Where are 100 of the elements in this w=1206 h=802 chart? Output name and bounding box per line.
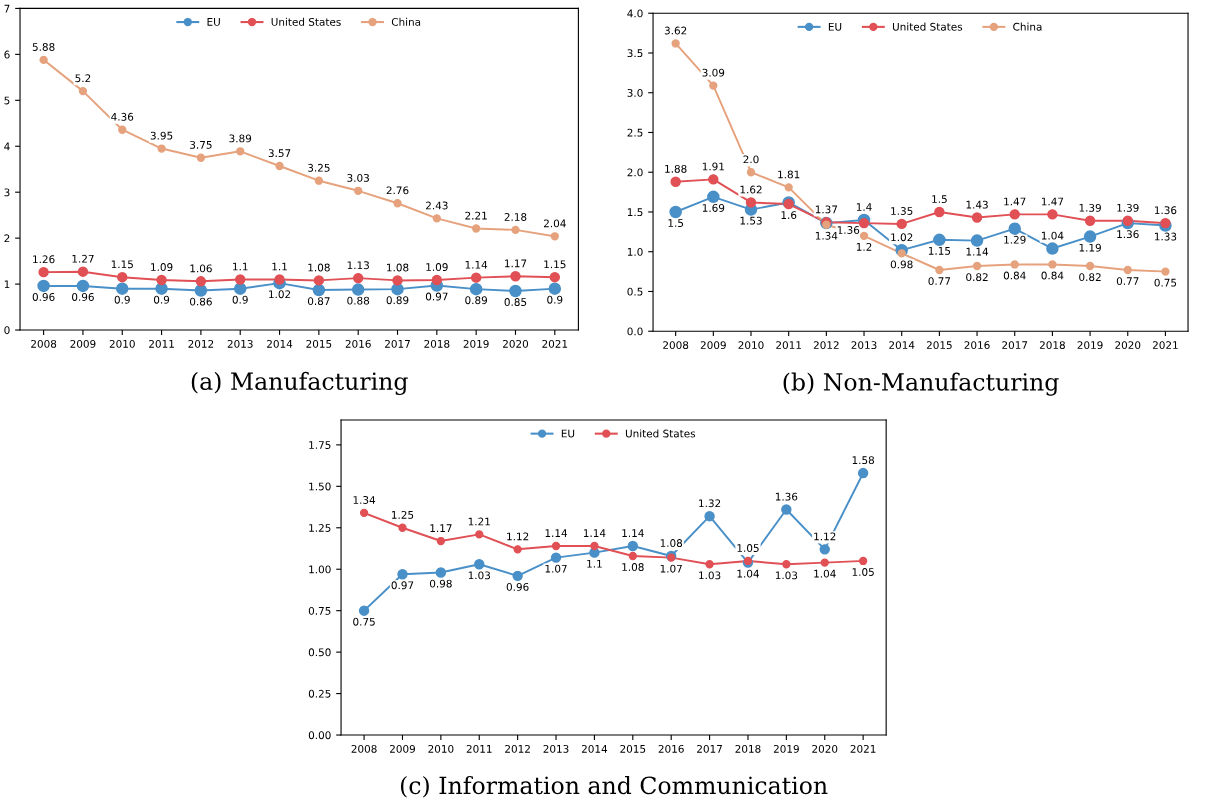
data-label: 0.77 xyxy=(928,277,951,286)
data-label: 0.9 xyxy=(153,295,170,304)
data-label: 1.81 xyxy=(778,170,800,179)
data-label: 1.26 xyxy=(33,255,55,264)
x-tick-label: 2013 xyxy=(227,339,253,348)
data-label: 1.1 xyxy=(233,262,248,271)
y-tick-label: 6 xyxy=(4,50,10,59)
y-tick-label: 1.50 xyxy=(309,482,331,491)
x-tick-label: 2010 xyxy=(428,744,454,753)
data-label: 0.98 xyxy=(429,579,452,588)
data-label: 0.84 xyxy=(1003,271,1026,280)
data-label: 1.32 xyxy=(699,499,721,508)
data-label: 0.89 xyxy=(386,296,409,305)
x-tick-label: 2015 xyxy=(306,339,332,348)
y-tick-label: 1.25 xyxy=(309,524,331,532)
x-tick-label: 2011 xyxy=(776,341,801,350)
legend-label: United States xyxy=(892,22,963,31)
x-tick-label: 2019 xyxy=(463,339,489,348)
data-label: 0.82 xyxy=(966,273,988,282)
y-tick-label: 2.0 xyxy=(627,168,643,177)
data-label: 1.15 xyxy=(111,260,133,269)
data-label: 1.35 xyxy=(891,207,913,215)
y-tick-label: 5 xyxy=(4,96,10,105)
data-label: 1.04 xyxy=(814,569,836,578)
data-label: 0.84 xyxy=(1041,271,1064,280)
legend-label: EU xyxy=(828,22,842,31)
data-label: 1.1 xyxy=(587,559,602,568)
data-label: 3.95 xyxy=(150,131,173,140)
x-tick-label: 2009 xyxy=(70,339,96,348)
data-label: 0.75 xyxy=(353,617,375,626)
data-label: 1.06 xyxy=(190,264,212,273)
data-label: 1.17 xyxy=(430,524,452,532)
x-tick-label: 2017 xyxy=(697,744,722,753)
data-label: 1.36 xyxy=(1117,230,1139,239)
data-label: 2.21 xyxy=(465,211,487,220)
y-tick-label: 3.5 xyxy=(627,49,643,58)
x-tick-label: 2014 xyxy=(581,744,608,753)
data-label: 0.96 xyxy=(32,293,55,301)
data-label: 1.36 xyxy=(775,492,798,501)
data-label: 3.89 xyxy=(229,134,252,143)
legend-label: United States xyxy=(271,17,341,26)
data-label: 2.0 xyxy=(743,155,759,164)
x-tick-label: 2008 xyxy=(663,341,689,350)
data-label: 3.62 xyxy=(664,26,687,35)
legend-label: United States xyxy=(625,429,696,438)
data-label: 1.12 xyxy=(507,532,529,541)
data-label: 0.85 xyxy=(504,298,527,306)
data-label: 1.07 xyxy=(545,564,567,573)
x-tick-label: 2017 xyxy=(385,339,410,348)
data-label: 1.14 xyxy=(545,529,568,537)
data-label: 1.47 xyxy=(1041,197,1064,206)
data-label: 1.39 xyxy=(1117,203,1139,212)
data-label: 1.43 xyxy=(966,200,988,209)
data-label: 1.13 xyxy=(347,261,369,270)
data-label: 1.14 xyxy=(966,247,989,256)
y-tick-label: 0.25 xyxy=(308,689,331,698)
data-label: 1.14 xyxy=(622,529,644,537)
data-label: 0.96 xyxy=(72,293,94,301)
data-label: 1.53 xyxy=(740,216,762,225)
y-tick-label: 3 xyxy=(4,188,10,197)
data-label: 1.37 xyxy=(815,205,838,214)
data-label: 1.08 xyxy=(622,563,644,571)
y-tick-label: 0.5 xyxy=(627,287,643,296)
data-label: 1.03 xyxy=(699,571,721,580)
x-tick-label: 2015 xyxy=(926,341,952,350)
data-label: 1.69 xyxy=(702,204,725,212)
x-tick-label: 2012 xyxy=(813,341,839,350)
x-tick-label: 2020 xyxy=(812,744,838,753)
x-tick-label: 2008 xyxy=(351,744,377,753)
y-tick-label: 1.75 xyxy=(309,441,331,449)
data-label: 5.88 xyxy=(32,43,55,51)
data-label: 1.14 xyxy=(583,529,606,537)
x-tick-label: 2009 xyxy=(700,341,726,350)
data-label: 1.1 xyxy=(272,262,287,271)
data-label: 1.62 xyxy=(740,185,762,194)
data-label: 1.05 xyxy=(852,568,874,576)
y-tick-label: 1.5 xyxy=(627,208,643,217)
data-label: 0.87 xyxy=(307,297,330,306)
y-tick-label: 4 xyxy=(4,142,10,151)
x-tick-label: 2020 xyxy=(1115,341,1141,350)
data-label: 1.47 xyxy=(1004,197,1026,206)
x-tick-label: 2013 xyxy=(543,744,569,753)
data-label: 1.12 xyxy=(814,532,836,541)
legend-label: EU xyxy=(207,18,220,26)
data-label: 0.98 xyxy=(890,260,913,269)
y-tick-label: 0.75 xyxy=(308,606,331,615)
data-label: 1.34 xyxy=(353,496,376,504)
data-label: 1.5 xyxy=(668,219,684,227)
data-label: 1.02 xyxy=(269,290,291,299)
x-tick-label: 2020 xyxy=(502,339,529,348)
data-label: 1.05 xyxy=(737,544,759,552)
y-tick-label: 2 xyxy=(4,234,10,243)
data-label: 1.07 xyxy=(660,564,682,573)
data-label: 1.03 xyxy=(775,571,798,580)
y-tick-label: 4.0 xyxy=(627,9,643,18)
data-label: 1.08 xyxy=(387,263,409,272)
data-label: 1.29 xyxy=(1004,235,1026,244)
data-label: 5.2 xyxy=(75,74,91,83)
x-tick-label: 2008 xyxy=(31,339,57,348)
data-label: 1.02 xyxy=(891,233,913,242)
